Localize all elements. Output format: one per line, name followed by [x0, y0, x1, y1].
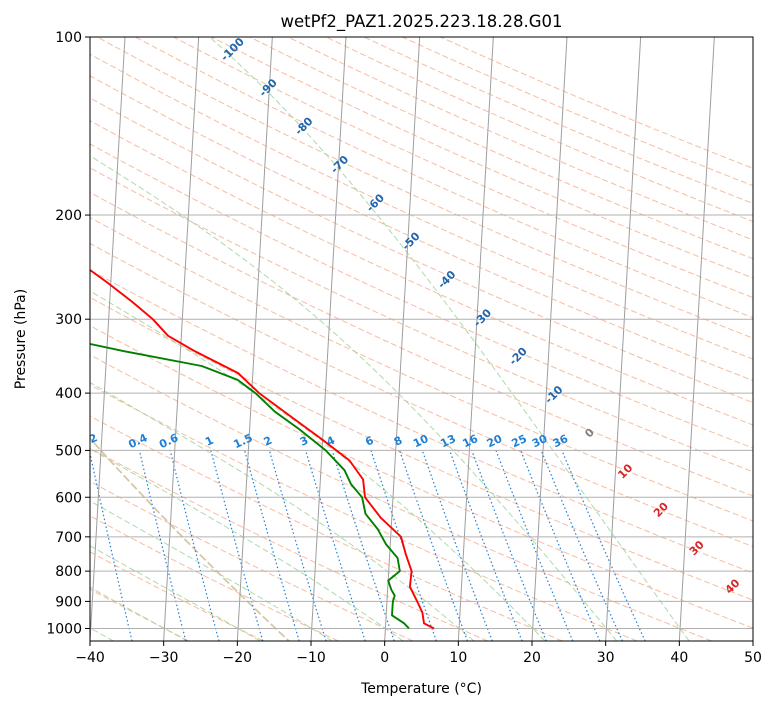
y-tick-label: 100	[55, 30, 82, 46]
x-tick-label: −20	[223, 650, 253, 666]
y-tick-label: 800	[55, 564, 82, 580]
x-tick-label: 50	[744, 650, 762, 666]
y-tick-label: 400	[55, 386, 82, 402]
plot-area: -100-90-80-70-60-50-40-30-20-10010203040…	[0, 35, 775, 641]
x-tick-label: −30	[149, 650, 179, 666]
x-tick-label: −40	[75, 650, 105, 666]
chart-title: wetPf2_PAZ1.2025.223.18.28.G01	[280, 12, 562, 32]
x-tick-label: 30	[597, 650, 615, 666]
x-tick-label: 20	[523, 650, 541, 666]
x-tick-label: 40	[670, 650, 688, 666]
y-tick-label: 1000	[46, 621, 82, 637]
y-tick-label: 700	[55, 530, 82, 546]
y-tick-label: 200	[55, 208, 82, 224]
x-axis-label: Temperature (°C)	[360, 681, 482, 697]
x-tick-label: −10	[296, 650, 326, 666]
plot-background	[90, 37, 753, 641]
y-tick-label: 600	[55, 490, 82, 506]
x-tick-label: 10	[449, 650, 467, 666]
y-tick-label: 300	[55, 312, 82, 328]
x-tick-label: 0	[380, 650, 389, 666]
y-axis-label: Pressure (hPa)	[13, 289, 29, 389]
y-tick-label: 900	[55, 594, 82, 610]
y-tick-label: 500	[55, 443, 82, 459]
